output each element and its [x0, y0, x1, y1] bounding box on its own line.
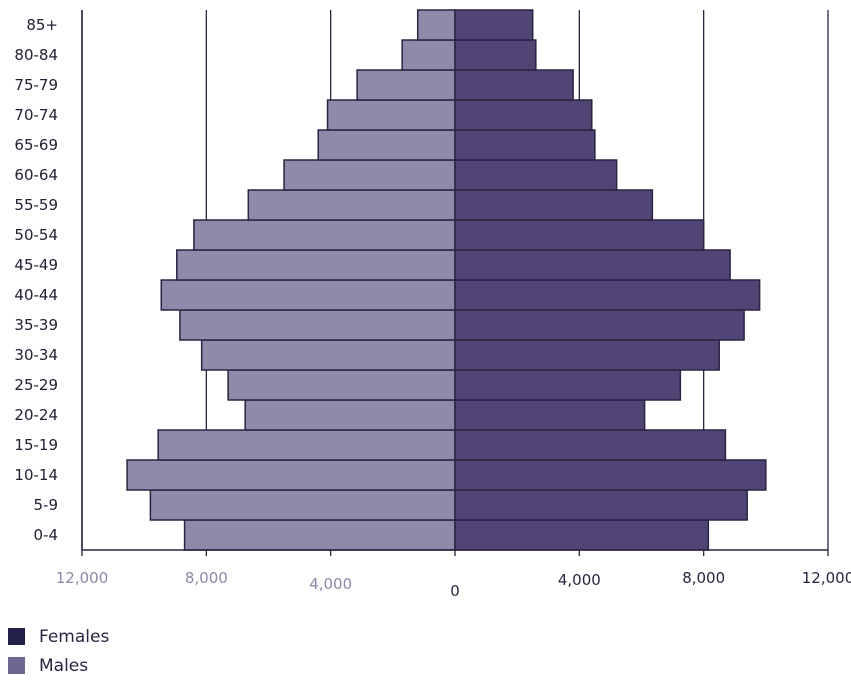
age-label-45-49: 45-49	[14, 256, 58, 274]
bar-females-0-4	[454, 519, 710, 551]
age-label-55-59: 55-59	[14, 196, 58, 214]
age-label-80-84: 80-84	[14, 46, 58, 64]
bar-males-40-44	[160, 279, 456, 311]
tick-label-3: 0	[450, 582, 460, 600]
bar-females-60-64	[454, 159, 618, 191]
bar-females-80-84	[454, 39, 537, 71]
tick-label-4: 4,000	[558, 571, 601, 589]
age-label-0-4: 0-4	[34, 526, 59, 544]
bar-males-65-69	[317, 129, 456, 161]
bar-males-60-64	[283, 159, 456, 191]
age-label-70-74: 70-74	[14, 106, 58, 124]
tick-label-6: 12,000	[802, 569, 851, 587]
bar-males-5-9	[149, 489, 456, 521]
tick-label-1: 8,000	[185, 569, 228, 587]
bar-females-20-24	[454, 399, 646, 431]
bar-females-45-49	[454, 249, 731, 281]
bar-males-0-4	[183, 519, 456, 551]
bar-males-45-49	[176, 249, 456, 281]
legend: Females Males	[8, 622, 109, 680]
bar-females-35-39	[454, 309, 745, 341]
bar-males-75-79	[356, 69, 456, 101]
bar-males-25-29	[227, 369, 456, 401]
bar-males-15-19	[157, 429, 456, 461]
bar-males-35-39	[179, 309, 456, 341]
bar-females-55-59	[454, 189, 654, 221]
bar-males-20-24	[244, 399, 456, 431]
legend-swatch-females	[8, 628, 25, 645]
legend-swatch-males	[8, 657, 25, 674]
bar-females-40-44	[454, 279, 761, 311]
bar-females-50-54	[454, 219, 705, 251]
bar-females-75-79	[454, 69, 574, 101]
bar-females-30-34	[454, 339, 720, 371]
age-label-5-9: 5-9	[34, 496, 59, 514]
bar-males-30-34	[200, 339, 456, 371]
bar-males-50-54	[193, 219, 456, 251]
legend-item-females: Females	[8, 622, 109, 651]
bar-females-15-19	[454, 429, 727, 461]
bar-females-25-29	[454, 369, 682, 401]
bar-males-80-84	[401, 39, 456, 71]
bar-females-10-14	[454, 459, 767, 491]
bar-females-5-9	[454, 489, 748, 521]
bar-males-55-59	[247, 189, 456, 221]
bar-females-65-69	[454, 129, 596, 161]
tick-label-2: 4,000	[309, 575, 352, 593]
legend-item-males: Males	[8, 651, 109, 680]
age-label-65-69: 65-69	[14, 136, 58, 154]
age-label-35-39: 35-39	[14, 316, 58, 334]
bar-males-85+	[416, 9, 456, 41]
age-label-40-44: 40-44	[14, 286, 58, 304]
tick-label-0: 12,000	[56, 569, 109, 587]
age-label-50-54: 50-54	[14, 226, 58, 244]
age-label-30-34: 30-34	[14, 346, 58, 364]
age-label-75-79: 75-79	[14, 76, 58, 94]
bar-females-85+	[454, 9, 534, 41]
age-label-20-24: 20-24	[14, 406, 58, 424]
age-label-25-29: 25-29	[14, 376, 58, 394]
population-pyramid-chart: 0-4 5-9 10-14 15-19 20-24 25-29 30-34 35-39 40-4…	[14, 9, 851, 600]
tick-label-5: 8,000	[682, 569, 725, 587]
bar-females-70-74	[454, 99, 593, 131]
legend-label-males: Males	[39, 655, 89, 676]
age-label-10-14: 10-14	[14, 466, 58, 484]
legend-label-females: Females	[39, 626, 110, 647]
age-label-85+: 85+	[26, 16, 58, 34]
age-label-60-64: 60-64	[14, 166, 58, 184]
bar-males-10-14	[126, 459, 456, 491]
bar-males-70-74	[326, 99, 456, 131]
age-label-15-19: 15-19	[14, 436, 58, 454]
